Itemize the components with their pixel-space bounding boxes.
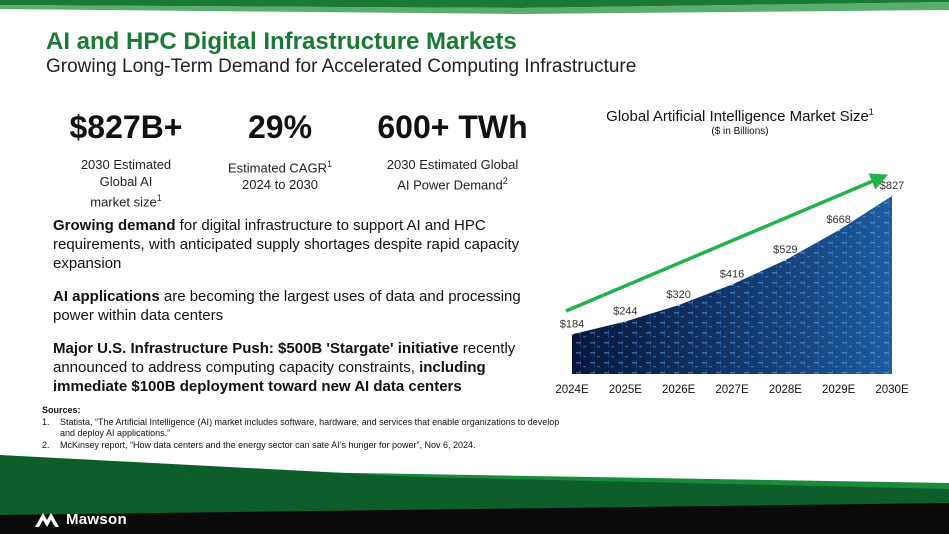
data-label: $320 [666,289,690,301]
stat-label: 2030 Estimated Global AI Power Demand2 [386,157,519,193]
source-item: 2. McKinsey report, “How data centers and… [42,439,476,450]
brand-logo: Mawson [34,510,127,528]
data-point [624,320,627,323]
stat-value: 29% [247,109,313,145]
key-points: Growing demand for digital infrastructur… [53,216,528,410]
market-size-area [572,196,892,374]
data-label: $668 [826,214,850,226]
bullet-ai-applications: AI applications are becoming the largest… [53,288,521,324]
brand-name: Mawson [66,510,127,528]
x-tick-label: 2026E [662,384,696,396]
x-tick-label: 2028E [769,384,803,396]
data-label: $184 [560,318,584,330]
data-point [730,283,734,286]
x-tick-label: 2029E [822,384,856,396]
stat-cagr: 29% Estimated CAGR1 2024 to 2030 [216,108,344,193]
stat-market-size: $827B+ 2030 Estimated Global AI market s… [62,108,190,210]
stat-value: 600+ TWh [377,109,528,145]
area-texture [572,196,892,374]
bullet-growing-demand: Growing demand for digital infrastructur… [53,217,520,272]
stat-power-demand: 600+ TWh 2030 Estimated Global AI Power … [365,108,540,193]
stat-label: 2030 Estimated Global AI market size1 [80,157,172,210]
data-label: $529 [773,244,797,256]
data-point [837,229,840,232]
stat-value: $827B+ [69,109,183,145]
x-tick-label: 2025E [609,384,643,396]
page-title: AI and HPC Digital Infrastructure Market… [46,28,517,55]
source-item: 1. Statista, “The Artificial Intelligence… [42,416,560,439]
sources-header: Sources: [42,405,81,415]
x-tick-label: 2030E [875,384,909,396]
x-tick-label: 2027E [715,384,749,396]
chart-subtitle: ($ in Billions) [711,126,769,137]
x-tick-label: 2024E [555,384,589,396]
data-label: $244 [613,305,637,317]
chart-title: Global Artificial Intelligence Market Si… [606,107,874,125]
data-point [677,303,680,307]
top-banner [0,0,949,14]
data-point [784,258,787,262]
sources: Sources: 1. Statista, “The Artificial Int… [42,405,562,451]
data-label: $827 [880,180,904,192]
trend-arrow [565,173,889,313]
mawson-logo-icon [35,513,59,527]
data-label: $416 [720,268,744,280]
stat-label: Estimated CAGR1 2024 to 2030 [228,159,332,193]
data-point [890,194,894,198]
bullet-stargate: Major U.S. Infrastructure Push: $500B 'S… [53,340,516,395]
data-point [570,333,574,336]
page-subtitle: Growing Long-Term Demand for Accelerated… [46,56,637,77]
footer-banner [0,455,949,534]
